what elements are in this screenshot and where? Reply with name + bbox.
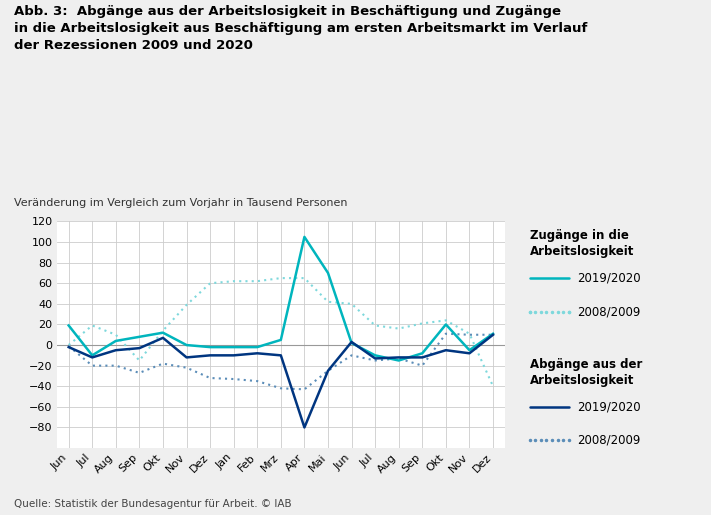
Text: Abgänge aus der
Arbeitslosigkeit: Abgänge aus der Arbeitslosigkeit	[530, 358, 642, 387]
Text: 2019/2020: 2019/2020	[577, 271, 641, 285]
Text: Zugänge in die
Arbeitslosigkeit: Zugänge in die Arbeitslosigkeit	[530, 229, 634, 258]
Text: 2019/2020: 2019/2020	[577, 400, 641, 414]
Text: Quelle: Statistik der Bundesagentur für Arbeit. © IAB: Quelle: Statistik der Bundesagentur für …	[14, 499, 292, 509]
Text: Veränderung im Vergleich zum Vorjahr in Tausend Personen: Veränderung im Vergleich zum Vorjahr in …	[14, 198, 348, 208]
Text: 2008/2009: 2008/2009	[577, 434, 641, 447]
Text: 2008/2009: 2008/2009	[577, 305, 641, 318]
Text: Abb. 3:  Abgänge aus der Arbeitslosigkeit in Beschäftigung und Zugänge
in die Ar: Abb. 3: Abgänge aus der Arbeitslosigkeit…	[14, 5, 587, 52]
